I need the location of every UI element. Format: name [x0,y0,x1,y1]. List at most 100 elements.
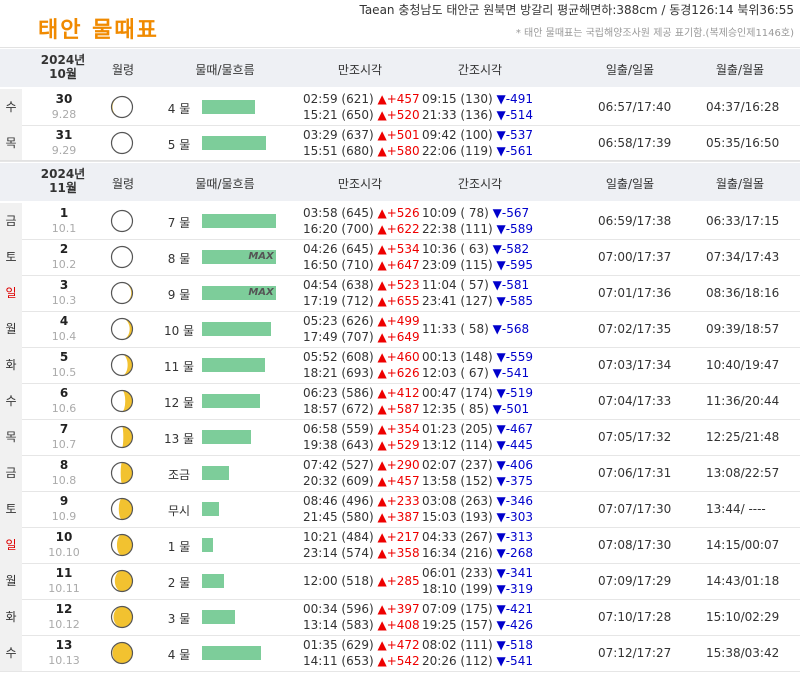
moon-phase-icon [110,425,134,449]
low-tide-cell: 07:09 (175) ▼-421 19:25 (157) ▼-426 [422,601,533,633]
high-tide-1-time: 10:21 (484) [303,530,374,544]
high-tide-cell: 06:23 (586) ▲+412 18:57 (672) ▲+587 [303,385,420,417]
low-tide-2-delta: ▼-375 [496,474,533,488]
high-tide-2: 21:45 (580) ▲+387 [303,509,420,525]
high-tide-1-delta: ▲+472 [377,638,420,652]
table-row: 일 3 10.3 9 물 MAX 04:54 (638) ▲+523 17:19 (712)… [0,275,800,312]
solar-day: 11 [55,566,73,580]
high-tide-2-delta: ▲+626 [377,366,420,380]
low-tide-1-delta: ▼-421 [496,602,533,616]
column-header-mul: 물때/물흐름 [195,63,255,77]
low-tide-1-time: 06:01 (233) [422,566,493,580]
lunar-date: 10.13 [48,654,80,667]
year-label: 2024년 [40,53,86,67]
high-tide-2-delta: ▲+622 [377,222,420,236]
high-tide-2: 19:38 (643) ▲+529 [303,437,420,453]
high-tide-2: 16:20 (700) ▲+622 [303,221,420,237]
high-tide-2: 17:19 (712) ▲+655 [303,293,420,309]
tide-flow-bar [202,646,262,660]
low-tide-cell: 00:47 (174) ▼-519 12:35 ( 85) ▼-501 [422,385,533,417]
low-tide-1-time: 10:36 ( 63) [422,242,489,256]
weekday-cell: 금 [0,203,22,239]
high-tide-2-time: 16:50 (710) [303,258,374,272]
moon-phase-icon [110,281,134,305]
moonrise-moonset: 13:08/22:57 [706,466,780,480]
moonrise-moonset: 05:35/16:50 [706,136,780,150]
low-tide-2-delta: ▼-319 [496,582,533,596]
moon-phase-icon [110,353,134,377]
low-tide-1-delta: ▼-559 [496,350,533,364]
high-tide-2: 18:21 (693) ▲+626 [303,365,420,381]
high-tide-1: 05:23 (626) ▲+499 [303,313,420,329]
low-tide-2-delta: ▼-595 [496,258,533,272]
high-tide-2-time: 13:14 (583) [303,618,374,632]
moonrise-moonset: 11:36/20:44 [706,394,780,408]
high-tide-cell: 05:52 (608) ▲+460 18:21 (693) ▲+626 [303,349,420,381]
solar-day: 30 [55,92,73,106]
high-tide-2-time: 15:51 (680) [303,144,374,158]
low-tide-2-time: 13:58 (152) [422,474,493,488]
high-tide-2-time: 21:45 (580) [303,510,374,524]
tide-name: 9 물 [167,288,191,302]
source-note: * 태안 물때표는 국립해양조사원 제공 표기함.(복제승인제1146호) [515,28,794,39]
low-tide-cell: 00:13 (148) ▼-559 12:03 ( 67) ▼-541 [422,349,533,381]
low-tide-1: 09:42 (100) ▼-537 [422,127,533,143]
high-tide-1-time: 04:54 (638) [303,278,374,292]
high-tide-1: 07:42 (527) ▲+290 [303,457,420,473]
month-number: 11월 [49,181,77,195]
low-tide-2: 13:12 (114) ▼-445 [422,437,533,453]
sunrise-sunset: 07:09/17:29 [598,574,672,588]
max-label: MAX [248,287,274,298]
high-tide-1-time: 05:23 (626) [303,314,374,328]
low-tide-2: 20:26 (112) ▼-541 [422,653,533,669]
high-tide-cell: 04:26 (645) ▲+534 16:50 (710) ▲+647 [303,241,420,273]
high-tide-2-time: 14:11 (653) [303,654,374,668]
weekday-cell: 토 [0,491,22,527]
table-row: 토 9 10.9 무시 08:46 (496) ▲+233 21:45 (580) ▲+3… [0,491,800,528]
low-tide-2: 15:03 (193) ▼-303 [422,509,533,525]
column-header-moon: 월령 [111,177,135,191]
low-tide-2-time: 13:12 (114) [422,438,493,452]
tide-name: 2 물 [167,576,191,590]
solar-day: 7 [59,422,69,436]
sunrise-sunset: 07:12/17:27 [598,646,672,660]
high-tide-1-time: 06:23 (586) [303,386,374,400]
high-tide-1-delta: ▲+290 [377,458,420,472]
low-tide-1-delta: ▼-568 [492,322,530,336]
sunrise-sunset: 07:04/17:33 [598,394,672,408]
low-tide-2: 22:38 (111) ▼-589 [422,221,533,237]
weekday-cell: 화 [0,347,22,383]
low-tide-cell: 11:04 ( 57) ▼-581 23:41 (127) ▼-585 [422,277,533,309]
moon-phase-icon [110,245,134,269]
low-tide-1-delta: ▼-582 [492,242,530,256]
high-tide-2: 13:14 (583) ▲+408 [303,617,420,633]
high-tide-1-delta: ▲+460 [377,350,420,364]
low-tide-1: 03:08 (263) ▼-346 [422,493,533,509]
low-tide-1-time: 01:23 (205) [422,422,493,436]
sunrise-sunset: 06:58/17:39 [598,136,672,150]
low-tide-cell: 02:07 (237) ▼-406 13:58 (152) ▼-375 [422,457,533,489]
high-tide-1: 00:34 (596) ▲+397 [303,601,420,617]
tide-name: 13 물 [163,432,195,446]
low-tide-1: 10:09 ( 78) ▼-567 [422,205,533,221]
weekday-cell: 수 [0,89,22,125]
solar-day: 12 [55,602,73,616]
low-tide-2-time: 16:34 (216) [422,546,493,560]
high-tide-1-time: 03:58 (645) [303,206,374,220]
low-tide-1-delta: ▼-313 [496,530,533,544]
solar-day: 31 [55,128,73,142]
low-tide-1-delta: ▼-581 [492,278,530,292]
low-tide-2: 12:03 ( 67) ▼-541 [422,365,533,381]
moon-phase-icon [110,461,134,485]
moonrise-moonset: 14:43/01:18 [706,574,780,588]
tide-name: 11 물 [163,360,195,374]
high-tide-cell: 06:58 (559) ▲+354 19:38 (643) ▲+529 [303,421,420,453]
low-tide-cell: 01:23 (205) ▼-467 13:12 (114) ▼-445 [422,421,533,453]
sunrise-sunset: 07:05/17:32 [598,430,672,444]
low-tide-1: 00:13 (148) ▼-559 [422,349,533,365]
column-header-moonrise: 월출/월몰 [715,177,765,191]
lunar-date: 10.2 [51,258,77,271]
low-tide-2-time: 21:33 (136) [422,108,493,122]
high-tide-2: 15:51 (680) ▲+580 [303,143,420,159]
month-number: 10월 [49,67,77,81]
